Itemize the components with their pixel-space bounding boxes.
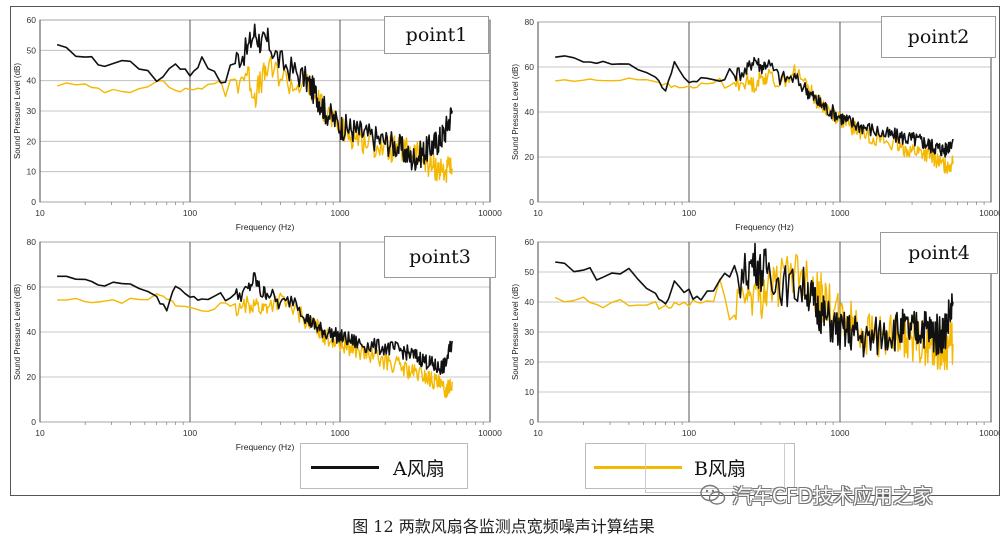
series-line-a — [555, 242, 954, 358]
y-tick-label: 80 — [525, 17, 535, 27]
wechat-logo-icon — [700, 484, 726, 505]
series-line-a — [57, 272, 453, 375]
chart-point3: 0 20 40 60 80 10 100 1000 10000 Frequency (Hz) Sou… — [12, 230, 502, 455]
figure-caption: 图 12 两款风扇各监测点宽频噪声计算结果 — [352, 517, 655, 536]
y-tick-label: 0 — [529, 417, 534, 427]
y-tick-label: 80 — [27, 237, 37, 247]
y-tick-label: 20 — [27, 136, 37, 146]
chart-point1: 0 10 20 30 40 50 60 10 100 1000 10000 Frequency (Hz… — [12, 10, 502, 235]
y-tick-label: 0 — [31, 197, 36, 207]
watermark-text: 汽车CFD技术应用之家 — [732, 484, 933, 508]
legend-b-line — [594, 466, 682, 469]
y-tick-label: 40 — [525, 107, 535, 117]
y-axis-label: Sound Pressure Level (dB) — [13, 284, 22, 380]
y-tick-label: 0 — [529, 197, 534, 207]
y-tick-label: 30 — [525, 327, 535, 337]
legend-b-label: B风扇 — [694, 458, 746, 480]
legend-a-line — [311, 466, 379, 469]
x-axis-label: Frequency (Hz) — [735, 222, 794, 232]
x-tick-label: 1000 — [331, 428, 350, 438]
y-tick-label: 40 — [525, 297, 535, 307]
y-tick-label: 60 — [525, 237, 535, 247]
x-tick-label: 10 — [533, 428, 543, 438]
x-tick-label: 100 — [682, 208, 696, 218]
y-tick-label: 10 — [27, 167, 37, 177]
y-axis-label: Sound Pressure Level (dB) — [511, 64, 520, 160]
x-tick-label: 10 — [35, 428, 45, 438]
y-tick-label: 20 — [27, 372, 37, 382]
y-tick-label: 20 — [525, 357, 535, 367]
legend-a: A风扇 — [300, 443, 468, 489]
x-tick-label: 10000 — [478, 208, 502, 218]
series-line-a — [56, 23, 453, 171]
y-tick-label: 10 — [525, 387, 535, 397]
legend-frame-overlay — [645, 443, 785, 493]
watermark: 汽车CFD技术应用之家 — [700, 480, 933, 509]
y-tick-label: 50 — [525, 267, 535, 277]
legend-b: B风扇 — [585, 443, 795, 489]
x-tick-label: 100 — [183, 208, 197, 218]
x-tick-label: 1000 — [331, 208, 350, 218]
y-tick-label: 60 — [27, 15, 37, 25]
chart-point2: 0 20 40 60 80 10 100 1000 10000 Frequency (Hz) Sou… — [510, 10, 1003, 235]
y-axis-label: Sound Pressure Level (dB) — [13, 63, 22, 159]
chart-title-point1: point1 — [384, 16, 489, 54]
x-axis-label: Frequency (Hz) — [236, 222, 295, 232]
chart-title-point3: point3 — [384, 236, 496, 278]
series-line-a — [555, 55, 954, 158]
x-tick-label: 1000 — [831, 428, 850, 438]
chart-title-point4: point4 — [880, 232, 998, 274]
y-tick-label: 40 — [27, 327, 37, 337]
x-axis-label: Frequency (Hz) — [236, 442, 295, 452]
x-tick-label: 10000 — [979, 208, 1000, 218]
x-tick-label: 10 — [533, 208, 543, 218]
y-tick-label: 60 — [27, 282, 37, 292]
x-tick-label: 100 — [682, 428, 696, 438]
x-tick-label: 10000 — [979, 428, 1000, 438]
y-tick-label: 0 — [31, 417, 36, 427]
x-tick-label: 10000 — [478, 428, 502, 438]
x-tick-label: 10 — [35, 208, 45, 218]
legend-a-label: A风扇 — [393, 458, 445, 480]
x-tick-label: 100 — [183, 428, 197, 438]
y-tick-label: 50 — [27, 45, 37, 55]
y-axis-label: Sound Pressure Level (dB) — [511, 284, 520, 380]
chart-title-point2: point2 — [881, 16, 996, 58]
x-tick-label: 1000 — [831, 208, 850, 218]
y-tick-label: 60 — [525, 62, 535, 72]
y-tick-label: 20 — [525, 152, 535, 162]
y-tick-label: 30 — [27, 106, 37, 116]
y-tick-label: 40 — [27, 76, 37, 86]
